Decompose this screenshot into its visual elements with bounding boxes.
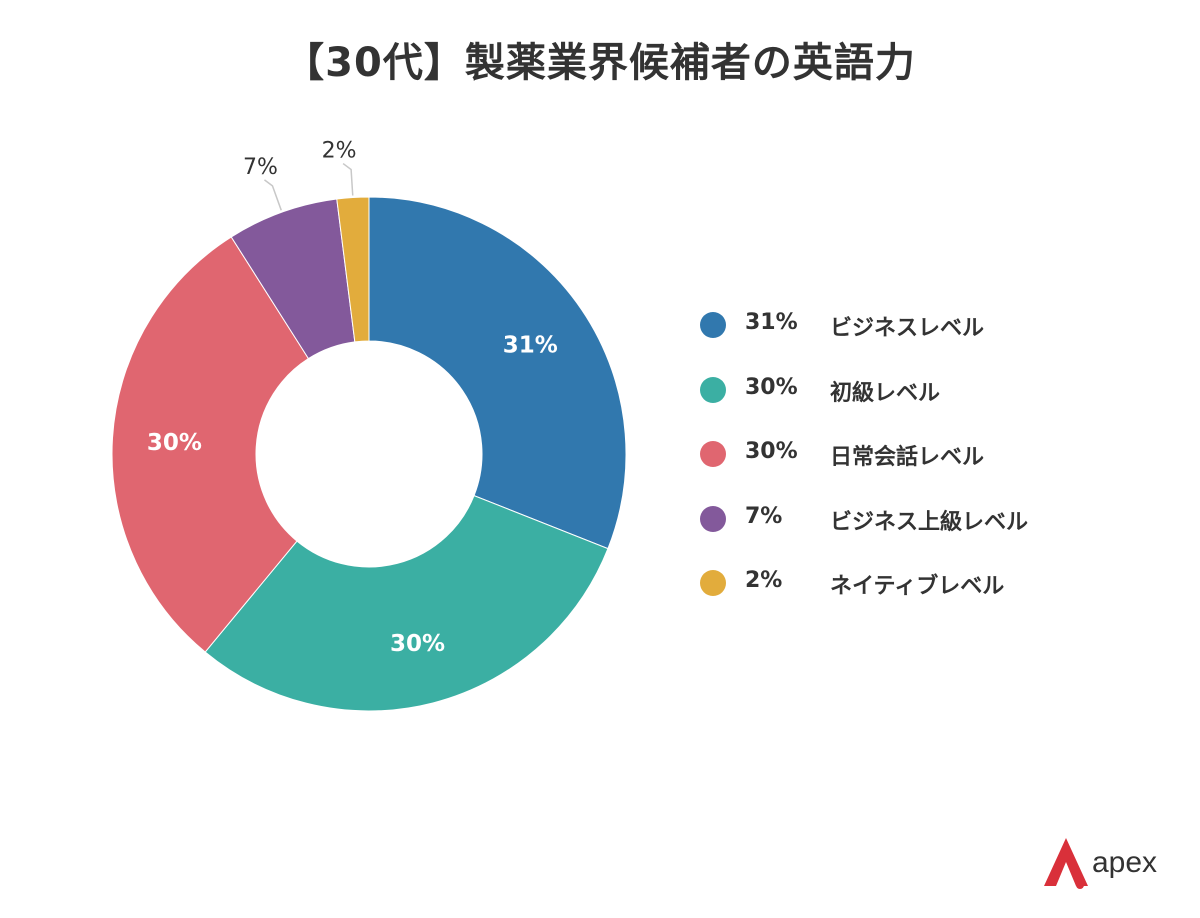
legend-percent: 30% [745, 439, 798, 464]
legend-percent: 31% [745, 310, 798, 335]
legend-item: 7% ビジネス上級レベル [700, 496, 1120, 561]
donut-slice [336, 196, 370, 343]
legend-swatch [700, 312, 726, 338]
legend-swatch [700, 376, 726, 403]
legend-item: 31% ビジネスレベル [700, 302, 1120, 367]
donut-slice [204, 494, 609, 712]
donut-slice [368, 196, 627, 550]
legend-label: ビジネスレベル [830, 316, 985, 341]
slice-value-label: 31% [503, 332, 558, 358]
chart-title: 【30代】製薬業界候補者の英語力 [284, 40, 916, 86]
legend-label: ビジネス上級レベル [830, 509, 1029, 535]
legend-swatch [700, 505, 726, 532]
slice-value-label: 30% [390, 631, 445, 657]
legend-item: 30% 初級レベル [700, 367, 1120, 432]
slice-value-label: 30% [147, 430, 202, 456]
slice-value-label: 7% [243, 155, 278, 180]
legend-item: 30% 日常会話レベル [700, 431, 1120, 496]
legend-swatch [700, 441, 726, 467]
legend-swatch [700, 570, 726, 596]
leader-line [264, 179, 282, 211]
legend-label: ネイティブレベル [830, 574, 1005, 599]
legend-item: 2% ネイティブレベル [700, 560, 1120, 625]
legend-percent: 30% [745, 374, 798, 400]
logo-text: apex [1092, 846, 1158, 879]
legend-percent: 7% [745, 503, 783, 529]
legend: 31% ビジネスレベル 30% 初級レベル 30% 日常会話レベル 7% ビジネ… [700, 302, 1120, 625]
legend-label: 日常会話レベル [830, 445, 985, 470]
apex-logo: apex [1040, 836, 1175, 892]
donut-slice [111, 236, 310, 653]
legend-percent: 2% [745, 568, 783, 593]
slice-value-label: 2% [322, 139, 357, 164]
legend-label: 初級レベル [830, 380, 941, 406]
apex-logo-mark-icon [1044, 838, 1088, 889]
leader-line [342, 162, 354, 196]
